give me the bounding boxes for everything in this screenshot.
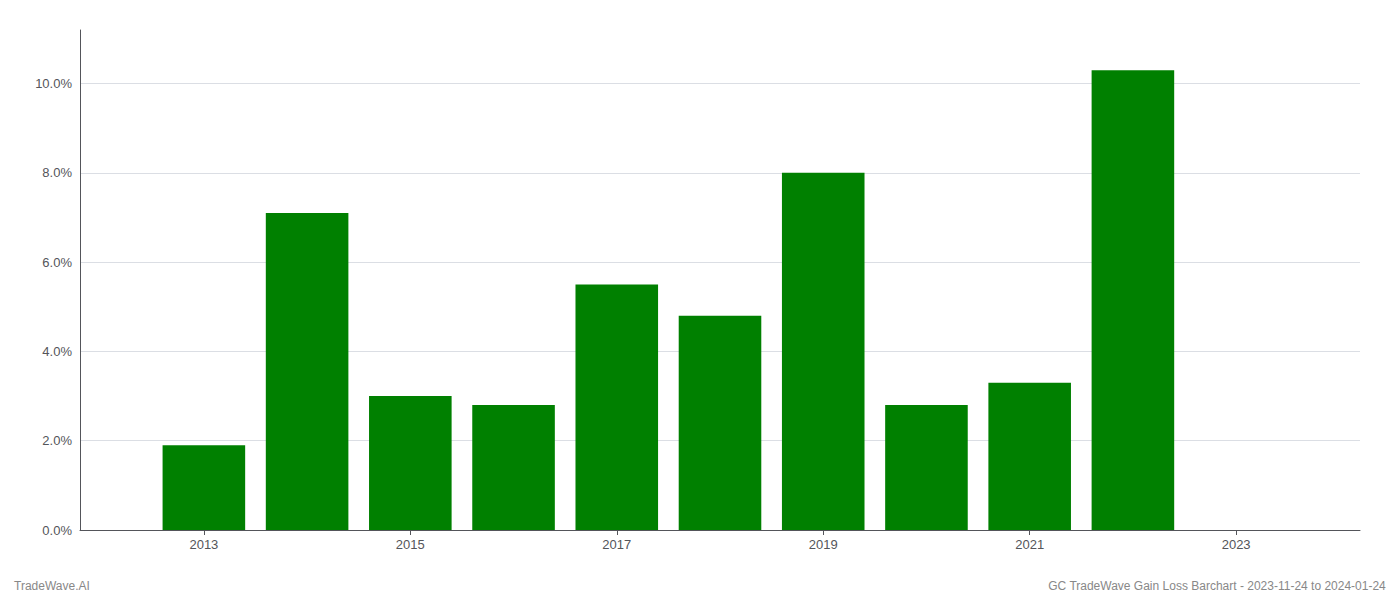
svg-text:2.0%: 2.0% [42,433,72,448]
svg-text:10.0%: 10.0% [35,76,72,91]
svg-text:2013: 2013 [189,537,218,552]
svg-text:2015: 2015 [396,537,425,552]
svg-text:2023: 2023 [1222,537,1251,552]
svg-text:8.0%: 8.0% [42,165,72,180]
svg-text:2021: 2021 [1015,537,1044,552]
svg-text:GC TradeWave Gain Loss Barchar: GC TradeWave Gain Loss Barchart - 2023-1… [1048,579,1386,593]
svg-text:6.0%: 6.0% [42,255,72,270]
svg-text:TradeWave.AI: TradeWave.AI [14,579,90,593]
svg-text:4.0%: 4.0% [42,344,72,359]
svg-text:2017: 2017 [602,537,631,552]
svg-text:2019: 2019 [809,537,838,552]
svg-text:0.0%: 0.0% [42,523,72,538]
